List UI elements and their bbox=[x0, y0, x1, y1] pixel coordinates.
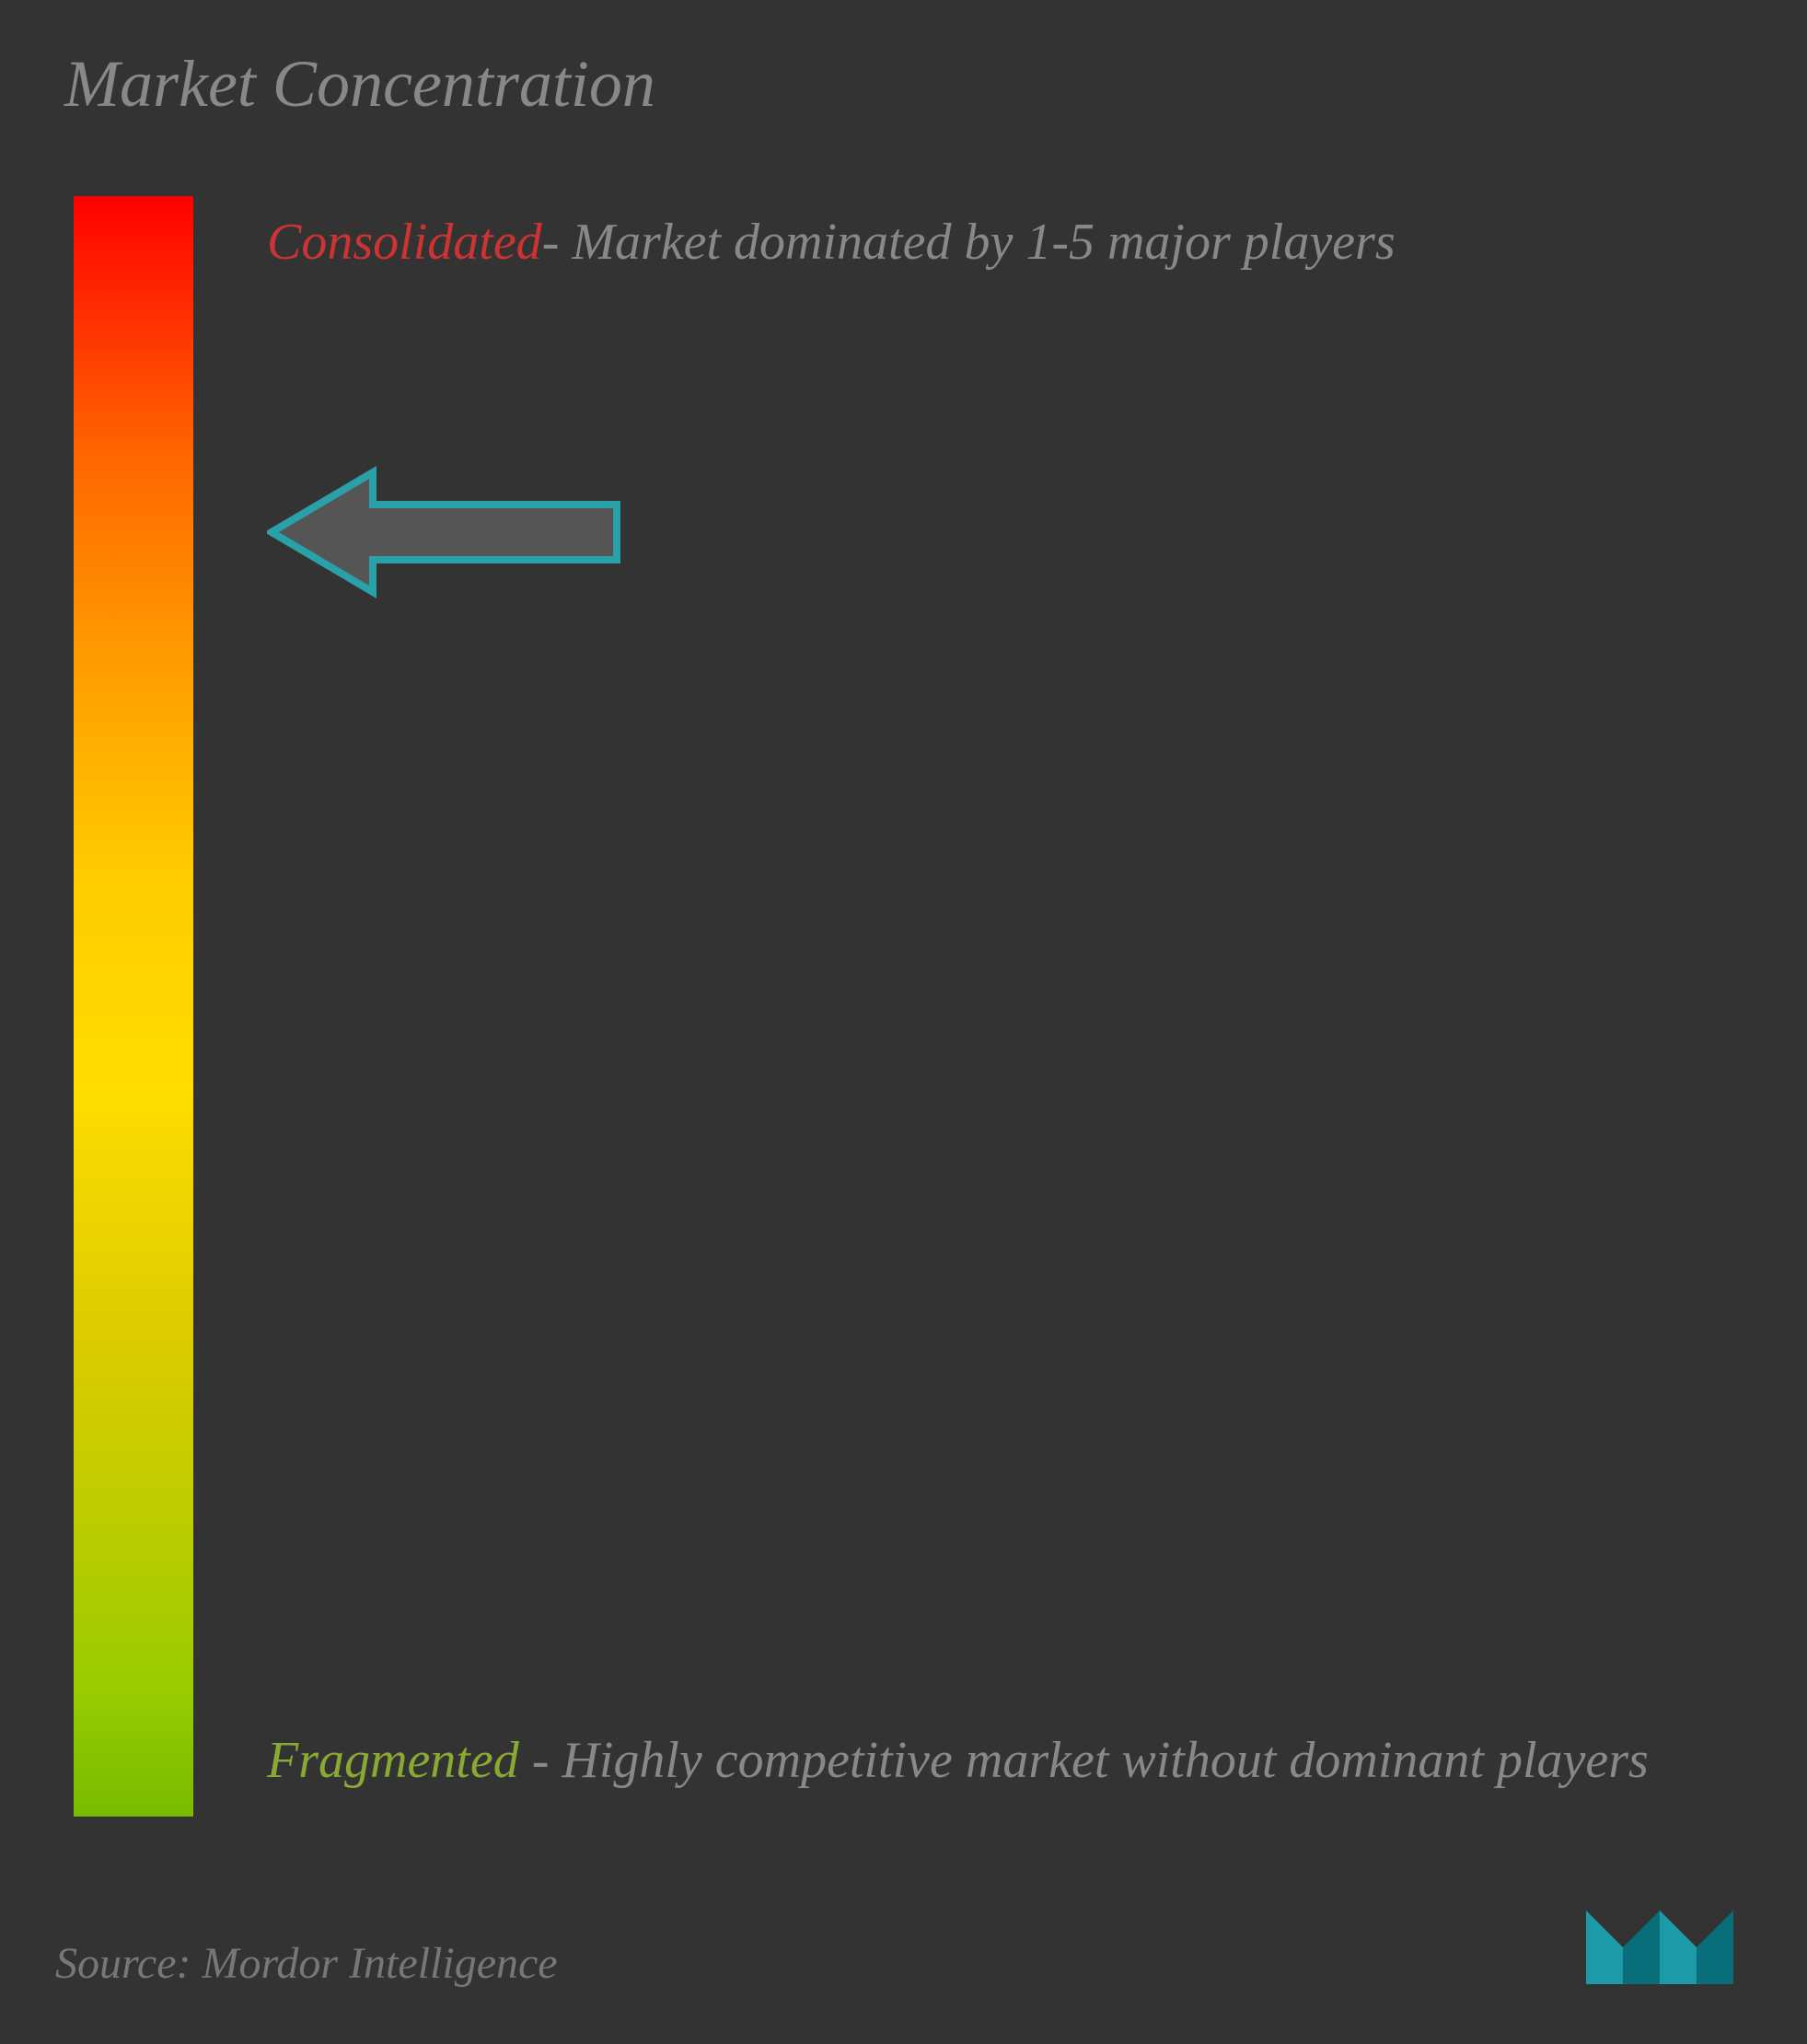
content-area: Consolidated- Market dominated by 1-5 ma… bbox=[55, 187, 1752, 1844]
source-attribution: Source: Mordor Intelligence bbox=[55, 1938, 558, 1989]
concentration-gradient-bar bbox=[74, 196, 193, 1817]
fragmented-description: - Highly competitive market without domi… bbox=[519, 1732, 1649, 1789]
indicator-arrow bbox=[267, 463, 626, 606]
arrow-left-icon bbox=[272, 472, 617, 592]
logo-icon bbox=[1586, 1910, 1733, 1984]
consolidated-label: Consolidated- Market dominated by 1-5 ma… bbox=[267, 196, 1715, 289]
chart-title: Market Concentration bbox=[64, 46, 1752, 122]
consolidated-description: - Market dominated by 1-5 major players bbox=[542, 214, 1396, 271]
source-prefix: Source: bbox=[55, 1939, 203, 1988]
consolidated-keyword: Consolidated bbox=[267, 214, 542, 271]
fragmented-label: Fragmented - Highly competitive market w… bbox=[267, 1714, 1715, 1807]
labels-area: Consolidated- Market dominated by 1-5 ma… bbox=[267, 187, 1752, 1844]
mordor-logo bbox=[1577, 1883, 1743, 1998]
source-value: Mordor Intelligence bbox=[203, 1939, 558, 1988]
fragmented-keyword: Fragmented bbox=[267, 1732, 519, 1789]
